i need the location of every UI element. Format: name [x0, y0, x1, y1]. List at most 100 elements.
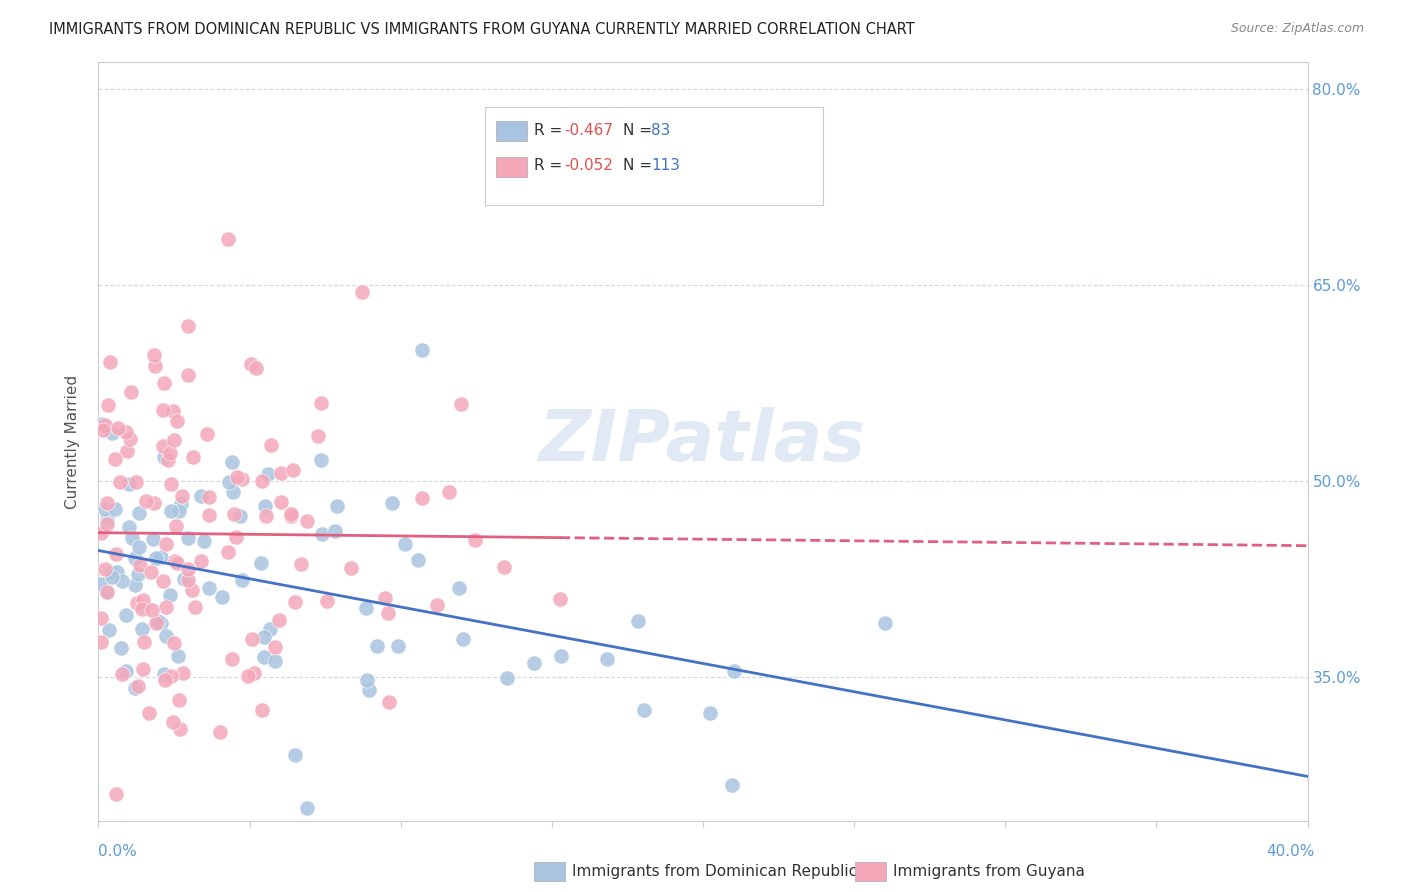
Point — [217, 545, 239, 559]
Point — [104, 547, 127, 561]
Point — [177, 562, 200, 576]
Point — [240, 632, 263, 646]
Point — [723, 664, 745, 678]
Point — [523, 656, 546, 670]
Point — [124, 550, 146, 565]
Point — [284, 595, 307, 609]
Point — [111, 667, 134, 681]
Text: 40.0%: 40.0% — [1267, 845, 1315, 859]
Point — [176, 531, 198, 545]
Point — [221, 455, 243, 469]
Point — [110, 475, 132, 490]
Text: N =: N = — [623, 123, 657, 137]
Point — [94, 417, 117, 432]
Point — [309, 452, 332, 467]
Point — [236, 669, 259, 683]
Point — [411, 343, 433, 357]
Point — [270, 466, 292, 480]
Point — [284, 748, 307, 763]
Text: Source: ZipAtlas.com: Source: ZipAtlas.com — [1230, 22, 1364, 36]
Point — [107, 421, 129, 435]
Point — [426, 598, 449, 612]
Point — [378, 695, 401, 709]
Point — [98, 355, 121, 369]
Point — [250, 703, 273, 717]
Point — [464, 533, 486, 548]
Point — [166, 557, 188, 571]
Point — [150, 615, 173, 630]
Point — [267, 613, 290, 627]
Point — [153, 450, 176, 464]
Point — [699, 706, 721, 721]
Point — [111, 574, 134, 589]
Point — [153, 667, 176, 681]
Point — [257, 467, 280, 481]
Point — [124, 681, 146, 695]
Point — [127, 567, 149, 582]
Point — [224, 508, 246, 522]
Point — [97, 398, 120, 412]
Point — [315, 593, 337, 607]
Point — [596, 652, 619, 666]
Point — [162, 404, 184, 418]
Point — [254, 509, 277, 524]
Point — [91, 417, 114, 431]
Point — [450, 397, 472, 411]
Point — [162, 433, 184, 447]
Point — [96, 513, 118, 527]
Point — [124, 578, 146, 592]
Point — [721, 778, 744, 792]
Point — [90, 611, 112, 625]
Point — [873, 615, 896, 630]
Point — [352, 285, 374, 299]
Point — [96, 516, 118, 531]
Point — [155, 537, 177, 551]
Point — [139, 565, 162, 579]
Point — [190, 554, 212, 568]
Point — [132, 662, 155, 676]
Point — [131, 622, 153, 636]
Point — [165, 519, 187, 533]
Point — [295, 514, 318, 528]
Point — [159, 588, 181, 602]
Point — [177, 319, 200, 334]
Point — [90, 634, 112, 648]
Point — [181, 582, 204, 597]
Point — [231, 573, 253, 587]
Point — [225, 530, 247, 544]
Text: 83: 83 — [651, 123, 671, 137]
Text: IMMIGRANTS FROM DOMINICAN REPUBLIC VS IMMIGRANTS FROM GUYANA CURRENTLY MARRIED C: IMMIGRANTS FROM DOMINICAN REPUBLIC VS IM… — [49, 22, 915, 37]
Y-axis label: Currently Married: Currently Married — [65, 375, 80, 508]
Point — [127, 679, 149, 693]
Point — [339, 561, 361, 575]
Point — [135, 494, 157, 508]
Point — [94, 562, 117, 576]
Point — [145, 615, 167, 630]
Point — [309, 396, 332, 410]
Point — [155, 630, 177, 644]
Point — [157, 452, 180, 467]
Text: Immigrants from Dominican Republic: Immigrants from Dominican Republic — [572, 864, 858, 879]
Point — [181, 450, 204, 464]
Point — [90, 525, 112, 540]
Point — [166, 414, 188, 428]
Point — [120, 384, 142, 399]
Point — [307, 428, 329, 442]
Point — [374, 591, 396, 606]
Point — [104, 452, 127, 467]
Point — [209, 724, 232, 739]
Point — [159, 446, 181, 460]
Point — [160, 476, 183, 491]
Point — [155, 599, 177, 614]
Point — [142, 496, 165, 510]
Point — [96, 585, 118, 599]
Point — [366, 639, 388, 653]
Point — [377, 606, 399, 620]
Point — [170, 497, 193, 511]
Point — [411, 491, 433, 505]
Point — [243, 665, 266, 680]
Point — [323, 524, 346, 538]
Point — [354, 601, 377, 615]
Point — [125, 475, 148, 489]
Point — [218, 475, 240, 489]
